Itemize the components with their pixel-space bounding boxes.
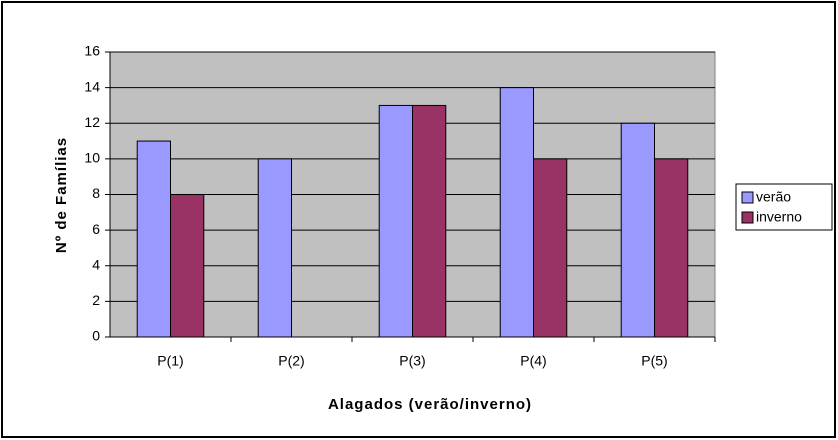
y-tick-label: 4 xyxy=(92,256,100,272)
y-axis-title: Nº de Famílias xyxy=(53,137,70,253)
legend-swatch xyxy=(741,211,754,224)
bar xyxy=(620,122,655,338)
x-tick-label: P(4) xyxy=(520,353,546,369)
bar xyxy=(257,158,293,338)
bar xyxy=(170,194,205,338)
x-tick-label: P(3) xyxy=(399,353,425,369)
legend-label: inverno xyxy=(756,209,802,225)
y-tick-label: 10 xyxy=(84,150,100,166)
bar xyxy=(533,158,568,338)
bar xyxy=(378,104,414,338)
bar xyxy=(654,158,689,338)
y-tick-label: 6 xyxy=(92,221,100,237)
bar xyxy=(412,104,447,338)
bar xyxy=(136,140,172,338)
y-tick-label: 12 xyxy=(84,114,100,130)
y-tick-label: 0 xyxy=(92,328,100,344)
x-tick-label: P(2) xyxy=(278,353,304,369)
y-tick-label: 2 xyxy=(92,292,100,308)
x-axis-title: Alagados (verão/inverno) xyxy=(328,396,532,413)
bar xyxy=(499,87,535,338)
y-tick-label: 14 xyxy=(84,78,100,94)
legend-label: verão xyxy=(756,189,791,205)
x-tick-label: P(1) xyxy=(157,353,183,369)
y-tick-label: 16 xyxy=(84,43,100,59)
x-tick-label: P(5) xyxy=(641,353,667,369)
y-tick-label: 8 xyxy=(92,185,100,201)
legend-swatch xyxy=(741,191,754,204)
